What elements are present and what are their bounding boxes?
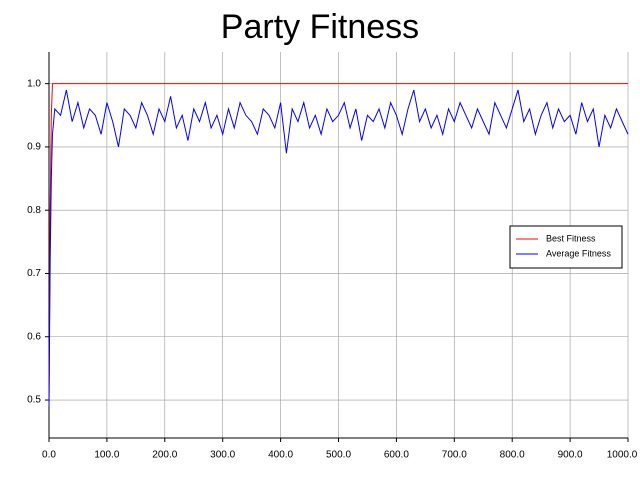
y-tick-label: 0.6 xyxy=(27,331,41,342)
y-tick-label: 0.8 xyxy=(27,205,41,216)
y-tick-label: 0.7 xyxy=(27,268,41,279)
legend: Best Fitness Average Fitness xyxy=(509,225,623,269)
x-tick-label: 400.0 xyxy=(268,450,293,461)
series-line xyxy=(48,83,628,407)
x-tick-label: 0.0 xyxy=(42,450,56,461)
x-tick-label: 1000.0 xyxy=(607,450,638,461)
x-tick-label: 200.0 xyxy=(152,450,177,461)
x-tick-label: 800.0 xyxy=(500,450,525,461)
y-tick-label: 1.0 xyxy=(27,78,41,89)
legend-label: Best Fitness xyxy=(546,233,596,243)
y-tick-label: 0.5 xyxy=(27,395,41,406)
y-tick-label: 0.9 xyxy=(27,142,41,153)
x-tick-label: 500.0 xyxy=(326,450,351,461)
chart-title: Party Fitness xyxy=(221,8,419,46)
x-tick-label: 700.0 xyxy=(442,450,467,461)
x-tick-label: 300.0 xyxy=(210,450,235,461)
x-tick-label: 600.0 xyxy=(384,450,409,461)
legend-box xyxy=(509,225,623,269)
legend-label: Average Fitness xyxy=(546,248,611,258)
x-tick-label: 900.0 xyxy=(558,450,583,461)
x-tick-label: 100.0 xyxy=(94,450,119,461)
series-line xyxy=(48,89,629,407)
